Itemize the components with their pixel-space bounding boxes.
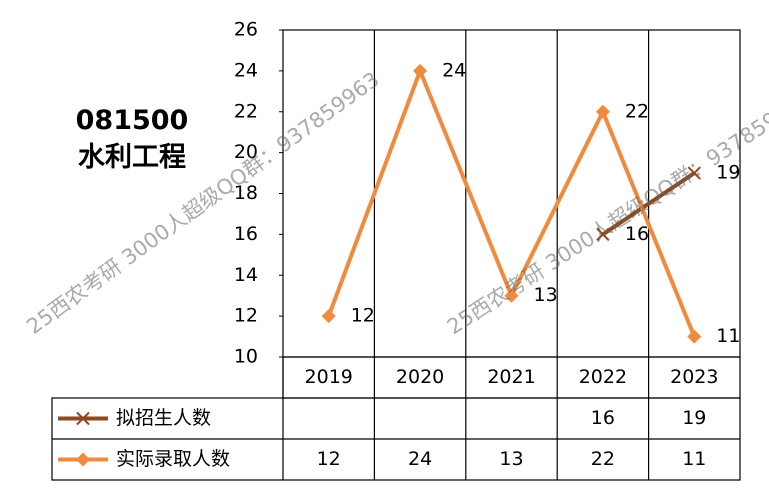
y-tick-label: 16 xyxy=(234,223,258,245)
table-cell: 13 xyxy=(499,448,523,470)
data-label: 13 xyxy=(534,284,558,306)
x-tick-label: 2023 xyxy=(670,366,718,388)
chart-title: 081500 水利工程 xyxy=(75,105,189,173)
point xyxy=(76,411,90,426)
table-cell: 22 xyxy=(591,448,615,470)
series-line xyxy=(601,171,696,237)
y-tick-label: 24 xyxy=(234,59,258,81)
table-cell: 11 xyxy=(682,448,706,470)
point xyxy=(504,288,519,303)
data-label: 12 xyxy=(351,305,375,327)
point xyxy=(76,452,90,467)
x-tick-label: 2021 xyxy=(487,366,535,388)
point xyxy=(596,227,610,242)
y-tick-label: 18 xyxy=(234,182,258,204)
y-tick-label: 20 xyxy=(234,141,258,163)
data-label: 11 xyxy=(716,325,740,347)
y-tick-label: 14 xyxy=(234,264,258,286)
y-tick-label: 10 xyxy=(234,346,258,368)
legend-label: 拟招生人数 xyxy=(116,407,211,429)
point xyxy=(595,104,610,119)
point xyxy=(321,309,336,324)
legend-label: 实际录取人数 xyxy=(116,448,230,470)
point xyxy=(687,329,702,344)
point xyxy=(413,63,428,78)
x-tick-label: 2020 xyxy=(396,366,444,388)
data-label: 22 xyxy=(625,100,649,122)
data-label: 19 xyxy=(716,162,740,184)
table-cell: 24 xyxy=(408,448,432,470)
table-cell: 12 xyxy=(317,448,341,470)
point xyxy=(687,166,702,180)
y-tick-label: 26 xyxy=(234,19,258,41)
x-tick-label: 2022 xyxy=(579,366,627,388)
table-cell: 19 xyxy=(682,407,706,429)
data-label: 24 xyxy=(442,59,466,81)
data-label: 16 xyxy=(625,223,649,245)
y-tick-label: 12 xyxy=(234,305,258,327)
table-cell: 16 xyxy=(591,407,615,429)
x-tick-label: 2019 xyxy=(305,366,353,388)
y-tick-label: 22 xyxy=(234,100,258,122)
